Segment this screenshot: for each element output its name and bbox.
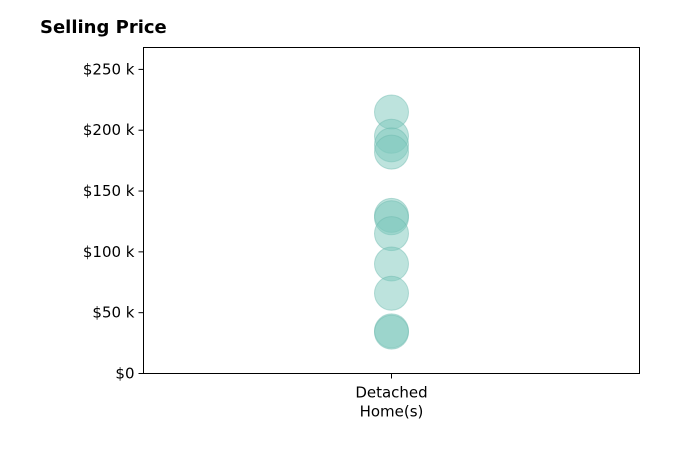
data-point — [374, 216, 409, 252]
y-tick-label: $200 k — [83, 121, 135, 139]
y-tick-label: $0 — [115, 365, 134, 383]
data-point — [374, 314, 409, 350]
x-tick-label: Detached Home(s) — [355, 384, 427, 421]
y-tick-label: $250 k — [83, 60, 135, 78]
y-tick-label: $100 k — [83, 243, 135, 261]
data-point — [374, 134, 409, 170]
y-axis: $0 $50 k $100 k $150 k $200 k $250 k — [83, 60, 144, 383]
data-points — [374, 94, 409, 350]
chart-title: Selling Price — [40, 17, 167, 38]
y-tick-label: $50 k — [92, 304, 134, 322]
y-tick-label: $150 k — [83, 182, 135, 200]
data-point — [374, 275, 409, 311]
x-axis: Detached Home(s) — [355, 373, 428, 421]
